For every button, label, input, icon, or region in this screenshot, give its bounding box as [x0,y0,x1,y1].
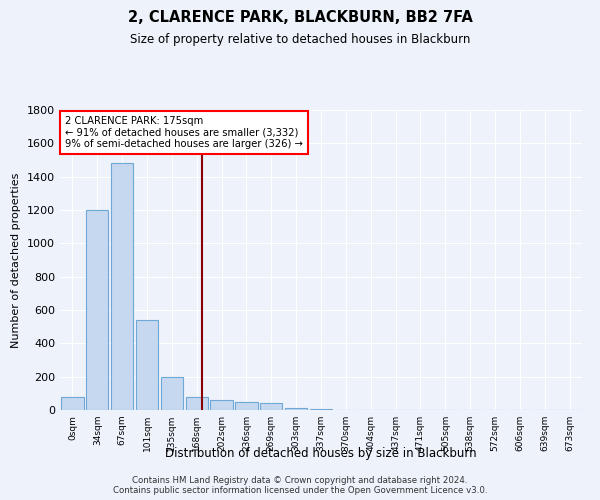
Bar [235,402,257,410]
Bar [211,400,233,410]
Text: 2 CLARENCE PARK: 175sqm
← 91% of detached houses are smaller (3,332)
9% of semi-: 2 CLARENCE PARK: 175sqm ← 91% of detache… [65,116,303,149]
Text: Contains HM Land Registry data © Crown copyright and database right 2024.
Contai: Contains HM Land Registry data © Crown c… [113,476,487,495]
Text: Distribution of detached houses by size in Blackburn: Distribution of detached houses by size … [165,448,477,460]
Bar [285,408,307,410]
Bar [161,376,183,410]
Bar [86,210,109,410]
Text: 2, CLARENCE PARK, BLACKBURN, BB2 7FA: 2, CLARENCE PARK, BLACKBURN, BB2 7FA [128,10,472,25]
Text: Size of property relative to detached houses in Blackburn: Size of property relative to detached ho… [130,32,470,46]
Bar [260,404,283,410]
Bar [185,396,208,410]
Bar [136,320,158,410]
Y-axis label: Number of detached properties: Number of detached properties [11,172,22,348]
Bar [61,396,83,410]
Bar [111,164,133,410]
Bar [310,409,332,410]
